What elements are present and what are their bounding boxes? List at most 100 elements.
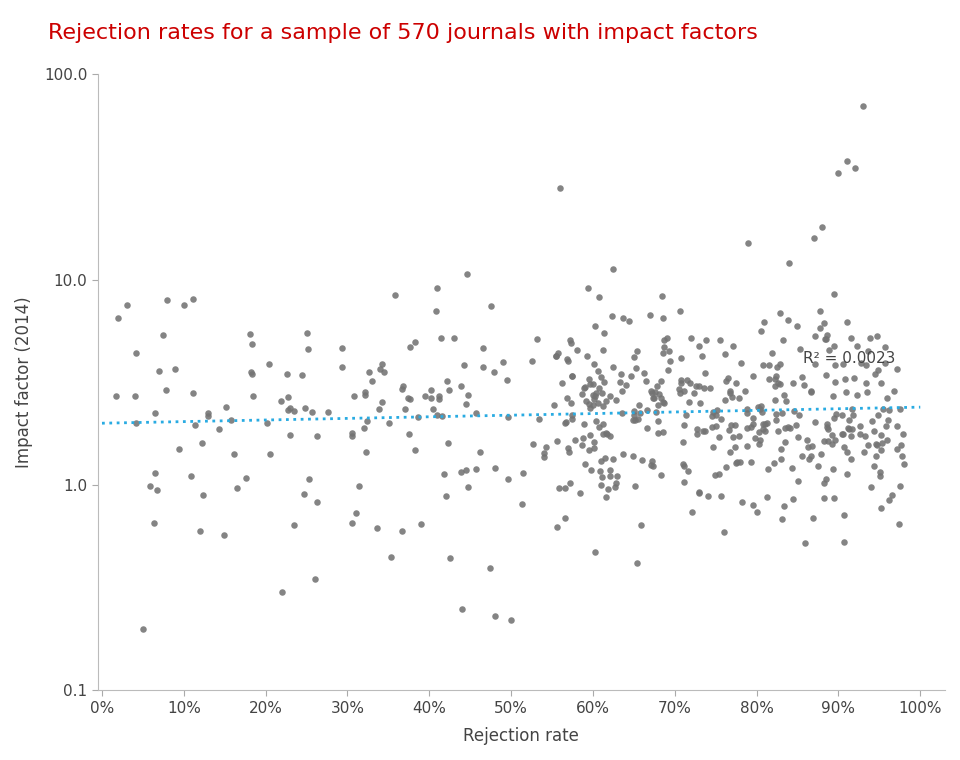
Point — [345, 517, 360, 529]
Point — [229, 482, 245, 494]
Point — [468, 463, 484, 475]
Point — [675, 436, 690, 448]
Point — [807, 358, 823, 370]
Point — [594, 387, 610, 399]
Point — [537, 451, 552, 463]
Point — [577, 382, 592, 394]
Point — [661, 345, 677, 357]
Point — [564, 370, 579, 382]
Point — [723, 419, 738, 431]
Point — [721, 372, 736, 384]
Point — [614, 407, 630, 419]
Point — [558, 482, 573, 494]
Point — [692, 397, 708, 409]
Point — [334, 342, 349, 354]
Point — [262, 448, 277, 460]
Point — [582, 372, 597, 385]
Point — [654, 392, 669, 404]
Point — [634, 519, 649, 531]
Point — [850, 389, 865, 401]
Point — [564, 337, 579, 350]
Point — [650, 399, 665, 411]
Point — [606, 361, 621, 373]
Point — [835, 358, 851, 370]
Point — [778, 436, 793, 448]
Point — [487, 610, 502, 622]
Point — [836, 536, 852, 548]
Point — [110, 312, 126, 324]
Point — [680, 374, 695, 386]
Point — [696, 382, 711, 394]
Point — [756, 359, 771, 371]
Point — [644, 387, 660, 399]
Point — [629, 557, 644, 569]
Point — [677, 461, 692, 473]
Point — [499, 375, 515, 387]
Point — [867, 460, 882, 472]
Point — [852, 427, 868, 439]
Point — [813, 306, 828, 318]
Point — [591, 420, 607, 432]
Point — [828, 359, 843, 371]
Point — [647, 385, 662, 397]
Point — [418, 390, 433, 402]
Point — [562, 445, 577, 458]
Point — [759, 417, 775, 429]
Point — [567, 434, 583, 446]
Point — [245, 367, 260, 379]
Point — [183, 470, 199, 482]
Point — [801, 453, 816, 465]
Point — [768, 373, 783, 385]
Point — [599, 428, 614, 440]
Point — [408, 444, 423, 456]
Point — [299, 327, 314, 339]
Point — [592, 465, 608, 477]
Point — [826, 463, 841, 475]
Point — [708, 420, 724, 432]
Point — [639, 404, 655, 416]
Point — [636, 367, 652, 379]
Point — [348, 508, 364, 520]
Point — [647, 391, 662, 404]
Point — [865, 415, 880, 427]
Point — [655, 290, 670, 302]
Point — [752, 438, 767, 450]
Point — [656, 397, 671, 409]
Point — [298, 402, 313, 414]
Point — [858, 359, 874, 371]
Point — [603, 470, 618, 482]
Point — [414, 518, 429, 530]
Point — [437, 468, 452, 480]
Point — [557, 512, 572, 524]
Point — [569, 344, 585, 356]
Point — [804, 386, 819, 398]
Point — [614, 385, 630, 397]
Point — [280, 404, 296, 416]
Point — [503, 614, 518, 626]
Point — [726, 432, 741, 444]
Point — [807, 416, 823, 428]
Point — [309, 496, 324, 508]
Point — [429, 408, 444, 420]
Point — [128, 416, 143, 429]
Point — [869, 450, 884, 462]
Point — [662, 355, 678, 367]
Point — [618, 379, 634, 391]
Point — [400, 391, 416, 404]
Point — [564, 369, 580, 382]
Point — [797, 537, 812, 549]
Point — [896, 458, 911, 470]
Point — [748, 432, 763, 445]
Point — [813, 448, 828, 461]
Point — [676, 385, 691, 397]
Point — [879, 434, 895, 446]
Point — [334, 361, 349, 373]
Point — [580, 281, 595, 293]
Point — [828, 434, 843, 446]
Point — [606, 263, 621, 275]
Point — [586, 378, 601, 390]
Point — [602, 464, 617, 477]
Point — [780, 314, 796, 326]
Point — [423, 385, 439, 397]
Point — [439, 489, 454, 502]
